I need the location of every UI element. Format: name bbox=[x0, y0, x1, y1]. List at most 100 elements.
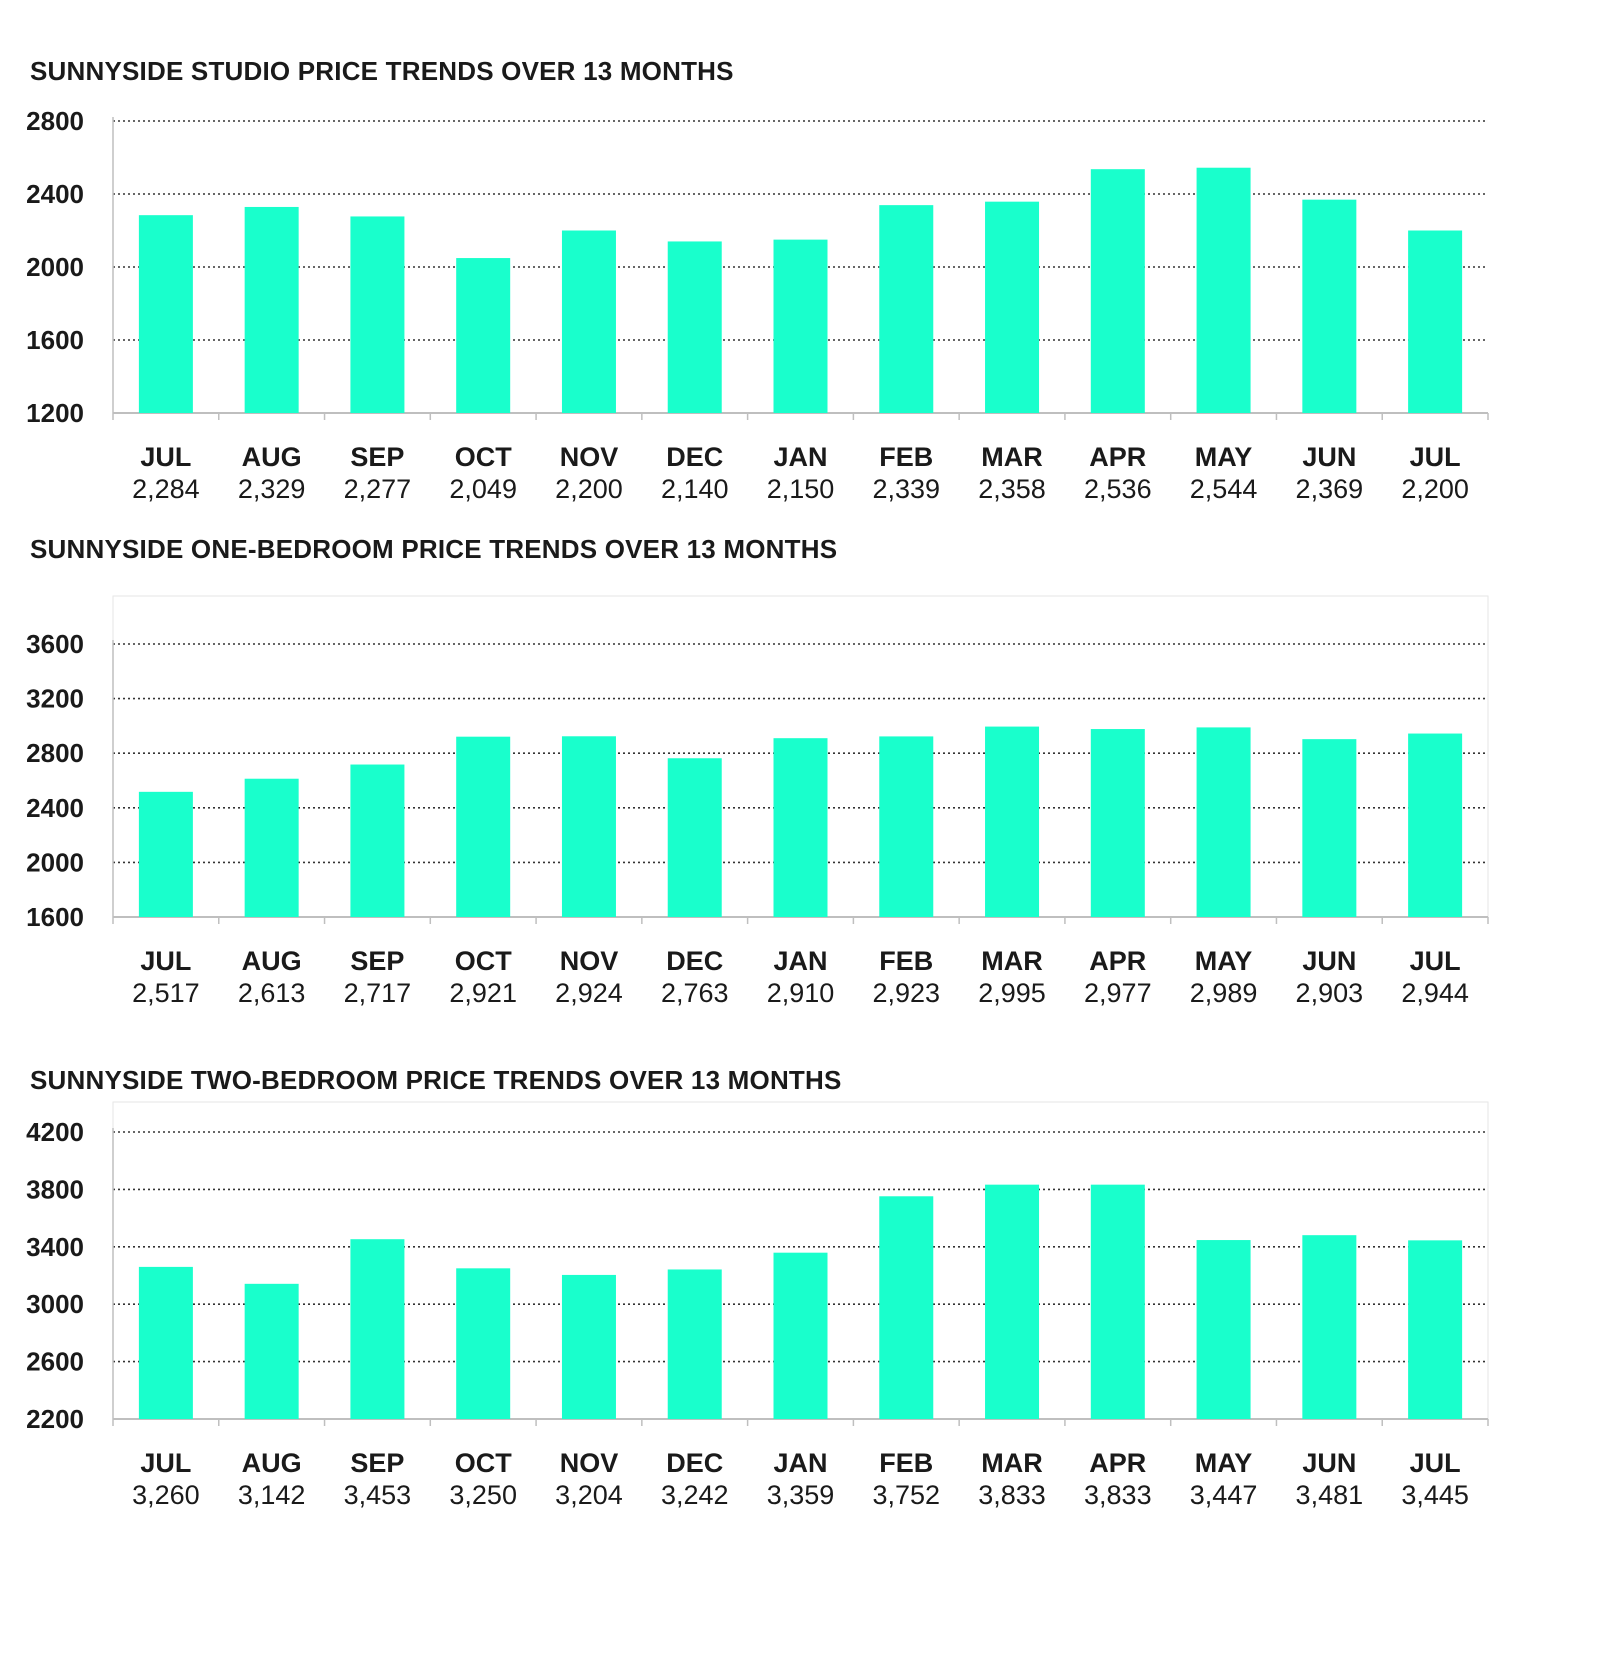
bar bbox=[879, 205, 934, 413]
value-label: 2,200 bbox=[555, 474, 623, 504]
chart-title: SUNNYSIDE STUDIO PRICE TRENDS OVER 13 MO… bbox=[30, 56, 734, 86]
bar bbox=[138, 791, 193, 917]
x-category-label: MAY bbox=[1195, 1448, 1253, 1478]
value-label: 2,903 bbox=[1296, 978, 1364, 1008]
bar bbox=[1302, 739, 1357, 917]
bar bbox=[1302, 1235, 1357, 1419]
bar bbox=[879, 736, 934, 917]
bar bbox=[1302, 199, 1357, 413]
value-label: 2,049 bbox=[449, 474, 517, 504]
value-label: 2,277 bbox=[344, 474, 412, 504]
x-category-label: OCT bbox=[455, 1448, 513, 1478]
value-label: 2,763 bbox=[661, 978, 729, 1008]
y-tick-label: 2400 bbox=[26, 793, 84, 823]
y-tick-label: 3200 bbox=[26, 684, 84, 714]
two-bedroom-bar-chart: 220026003000340038004200JUL3,260AUG3,142… bbox=[26, 1101, 1489, 1510]
x-category-label: JUL bbox=[140, 946, 191, 976]
value-label: 3,833 bbox=[1084, 1480, 1152, 1510]
y-tick-label: 2600 bbox=[26, 1347, 84, 1377]
x-category-label: JAN bbox=[773, 442, 827, 472]
value-label: 2,924 bbox=[555, 978, 623, 1008]
two-bedroom-chart: SUNNYSIDE TWO-BEDROOM PRICE TRENDS OVER … bbox=[0, 1065, 1600, 1662]
bar bbox=[244, 778, 299, 917]
x-category-label: SEP bbox=[350, 1448, 404, 1478]
bar bbox=[773, 239, 828, 413]
x-category-label: DEC bbox=[666, 946, 723, 976]
value-label: 2,921 bbox=[449, 978, 517, 1008]
x-category-label: APR bbox=[1089, 1448, 1146, 1478]
bar bbox=[561, 230, 616, 413]
y-tick-label: 1600 bbox=[26, 902, 84, 932]
x-category-label: NOV bbox=[560, 946, 619, 976]
value-label: 2,544 bbox=[1190, 474, 1258, 504]
value-label: 2,329 bbox=[238, 474, 306, 504]
value-label: 2,150 bbox=[767, 474, 835, 504]
bar bbox=[1090, 169, 1145, 413]
x-category-label: FEB bbox=[879, 1448, 933, 1478]
x-category-label: MAY bbox=[1195, 946, 1253, 976]
bar bbox=[773, 1252, 828, 1419]
x-category-label: AUG bbox=[242, 1448, 302, 1478]
x-category-label: JUN bbox=[1302, 442, 1356, 472]
x-category-label: APR bbox=[1089, 946, 1146, 976]
x-category-label: AUG bbox=[242, 442, 302, 472]
value-label: 3,481 bbox=[1296, 1480, 1364, 1510]
value-label: 2,517 bbox=[132, 978, 200, 1008]
x-category-label: FEB bbox=[879, 946, 933, 976]
bar bbox=[1196, 727, 1251, 917]
y-tick-label: 3600 bbox=[26, 629, 84, 659]
x-category-label: JUL bbox=[140, 442, 191, 472]
bar bbox=[561, 736, 616, 917]
y-tick-label: 3800 bbox=[26, 1174, 84, 1204]
value-label: 2,910 bbox=[767, 978, 835, 1008]
x-category-label: JUL bbox=[140, 1448, 191, 1478]
value-label: 3,833 bbox=[978, 1480, 1046, 1510]
value-label: 2,977 bbox=[1084, 978, 1152, 1008]
bar bbox=[985, 201, 1040, 413]
x-category-label: DEC bbox=[666, 1448, 723, 1478]
value-label: 3,142 bbox=[238, 1480, 306, 1510]
value-label: 2,944 bbox=[1401, 978, 1469, 1008]
x-category-label: FEB bbox=[879, 442, 933, 472]
y-tick-label: 2000 bbox=[26, 847, 84, 877]
y-tick-label: 2800 bbox=[26, 106, 84, 136]
value-label: 3,445 bbox=[1401, 1480, 1469, 1510]
bar bbox=[879, 1196, 934, 1419]
x-category-label: JUN bbox=[1302, 1448, 1356, 1478]
x-category-label: AUG bbox=[242, 946, 302, 976]
bar bbox=[985, 1184, 1040, 1419]
value-label: 3,260 bbox=[132, 1480, 200, 1510]
value-label: 3,447 bbox=[1190, 1480, 1258, 1510]
value-label: 3,453 bbox=[344, 1480, 412, 1510]
bar bbox=[1196, 1240, 1251, 1419]
x-category-label: OCT bbox=[455, 442, 513, 472]
value-label: 2,140 bbox=[661, 474, 729, 504]
x-category-label: MAY bbox=[1195, 442, 1253, 472]
y-tick-label: 3000 bbox=[26, 1289, 84, 1319]
bar bbox=[561, 1274, 616, 1419]
x-category-label: JUL bbox=[1410, 946, 1461, 976]
y-tick-label: 2000 bbox=[26, 252, 84, 282]
bar bbox=[456, 258, 511, 413]
value-label: 3,359 bbox=[767, 1480, 835, 1510]
y-tick-label: 1200 bbox=[26, 398, 84, 428]
x-category-label: APR bbox=[1089, 442, 1146, 472]
value-label: 2,358 bbox=[978, 474, 1046, 504]
bar bbox=[350, 1239, 405, 1419]
bar bbox=[667, 241, 722, 413]
y-tick-label: 4200 bbox=[26, 1117, 84, 1147]
bar bbox=[1196, 167, 1251, 413]
value-label: 2,284 bbox=[132, 474, 200, 504]
value-label: 3,242 bbox=[661, 1480, 729, 1510]
chart-title: SUNNYSIDE ONE-BEDROOM PRICE TRENDS OVER … bbox=[30, 534, 838, 564]
bar bbox=[456, 736, 511, 917]
y-tick-label: 2200 bbox=[26, 1404, 84, 1434]
bar bbox=[138, 215, 193, 413]
x-category-label: SEP bbox=[350, 946, 404, 976]
bar bbox=[456, 1268, 511, 1419]
bar bbox=[1090, 1184, 1145, 1419]
bar bbox=[1090, 729, 1145, 917]
bar bbox=[244, 1283, 299, 1419]
x-category-label: JUL bbox=[1410, 442, 1461, 472]
value-label: 2,613 bbox=[238, 978, 306, 1008]
